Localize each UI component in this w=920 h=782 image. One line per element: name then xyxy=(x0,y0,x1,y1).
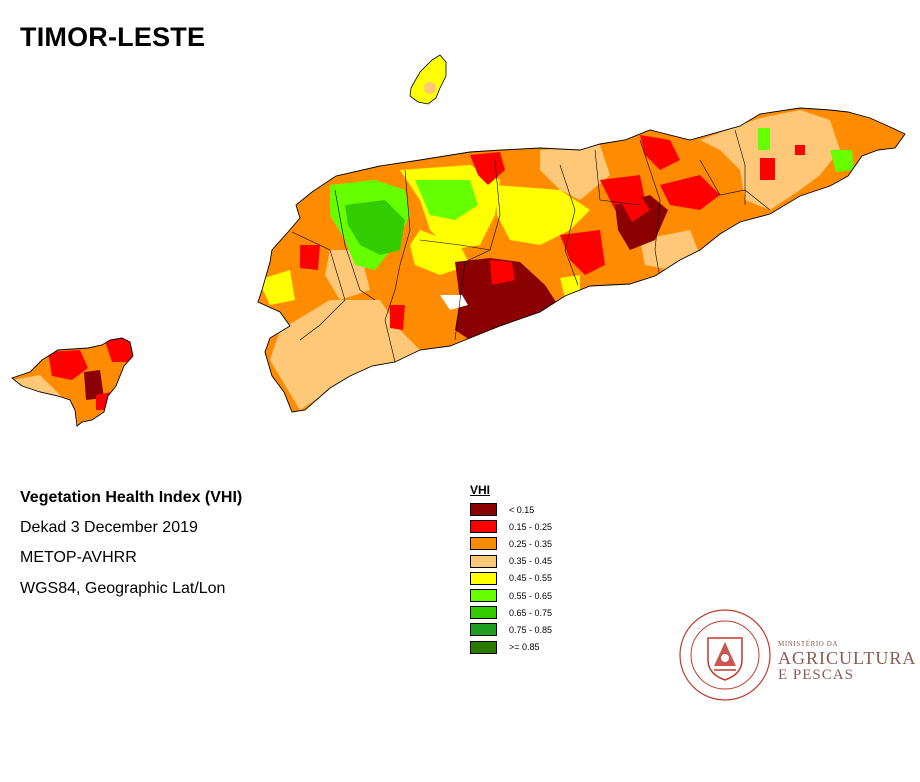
legend-swatch xyxy=(470,554,497,568)
legend: VHI < 0.15 0.15 - 0.25 0.25 - 0.35 0.35 … xyxy=(470,483,552,656)
vhi-map xyxy=(11,54,906,427)
atauro-patch xyxy=(424,82,436,94)
legend-label: < 0.15 xyxy=(509,504,535,515)
main-island xyxy=(258,108,905,412)
map-title: TIMOR-LESTE xyxy=(20,22,206,52)
legend-swatch xyxy=(470,640,497,654)
main-island-outline xyxy=(257,107,906,413)
info-index-name: Vegetation Health Index (VHI) xyxy=(20,489,243,506)
legend-label: 0.15 - 0.25 xyxy=(509,521,553,532)
legend-swatch xyxy=(470,503,497,517)
legend-item: 0.45 - 0.55 xyxy=(470,570,552,587)
legend-swatch xyxy=(470,623,497,637)
legend-item: >= 0.85 xyxy=(470,639,552,656)
info-projection: WGS84, Geographic Lat/Lon xyxy=(20,580,226,597)
oecusse-outline xyxy=(11,337,134,427)
ministry-name: MINISTÉRIO DA AGRICULTURA E PESCAS xyxy=(778,640,916,683)
legend-item: 0.15 - 0.25 xyxy=(470,518,552,535)
legend-label: 0.65 - 0.75 xyxy=(509,607,553,618)
legend-item: 0.75 - 0.85 xyxy=(470,621,552,638)
legend-label: 0.55 - 0.65 xyxy=(509,590,553,601)
info-period: Dekad 3 December 2019 xyxy=(20,519,198,536)
legend-swatch xyxy=(470,520,497,534)
ministry-line-1: MINISTÉRIO DA xyxy=(778,640,839,648)
legend-label: 0.35 - 0.45 xyxy=(509,556,553,567)
legend-item: 0.35 - 0.45 xyxy=(470,553,552,570)
ministry-line-2: AGRICULTURA xyxy=(778,648,917,668)
atauro-island xyxy=(409,54,447,105)
ministry-seal-logo xyxy=(679,609,771,701)
legend-label: 0.25 - 0.35 xyxy=(509,538,553,549)
legend-swatch xyxy=(470,537,497,551)
legend-swatch xyxy=(470,606,497,620)
legend-item: 0.65 - 0.75 xyxy=(470,604,552,621)
legend-swatch xyxy=(470,589,497,603)
ministry-line-3: E PESCAS xyxy=(778,667,854,683)
legend-swatch xyxy=(470,571,497,585)
legend-item: 0.55 - 0.65 xyxy=(470,587,552,604)
legend-label: 0.75 - 0.85 xyxy=(509,624,553,635)
legend-item: < 0.15 xyxy=(470,501,552,518)
info-sensor: METOP-AVHRR xyxy=(20,549,137,566)
legend-label: >= 0.85 xyxy=(509,642,540,653)
legend-item: 0.25 - 0.35 xyxy=(470,535,552,552)
legend-label: 0.45 - 0.55 xyxy=(509,573,553,584)
legend-title: VHI xyxy=(470,483,491,497)
